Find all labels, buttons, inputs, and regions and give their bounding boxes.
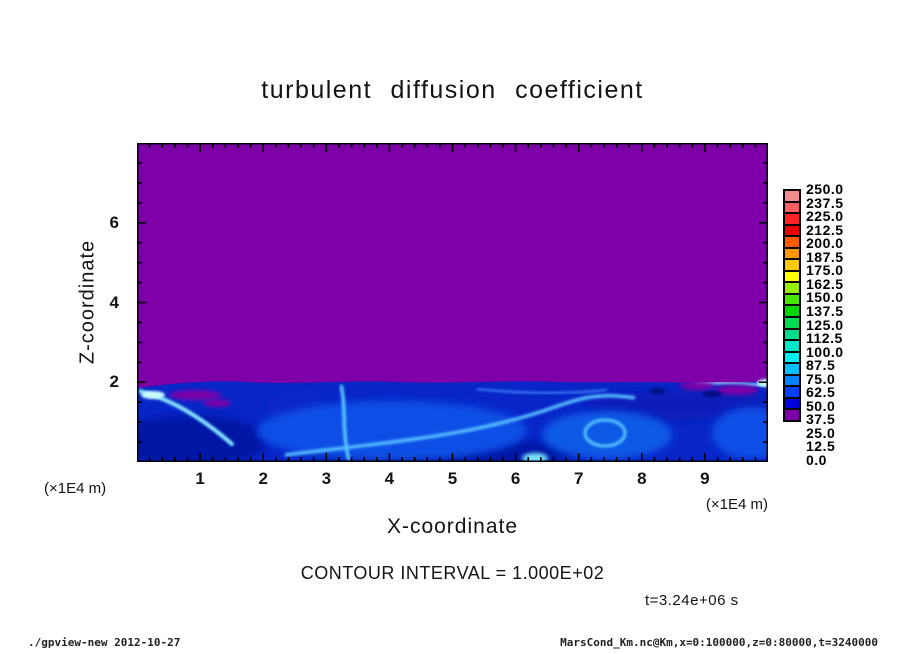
z-tick-label: 4: [109, 292, 119, 312]
x-tick-label: 4: [384, 469, 395, 488]
x-tick-label: 3: [321, 469, 332, 488]
colorbar-tick-label: 37.5: [806, 411, 836, 428]
z-axis-label: Z-coordinate: [76, 239, 99, 365]
footer-dataset-stamp: MarsCond_Km.nc@Km,x=0:100000,z=0:80000,t…: [560, 636, 878, 649]
x-axis-label: X-coordinate: [386, 515, 519, 538]
x-unit-label-left: (×1E4 m): [44, 480, 107, 497]
x-tick-label: 2: [258, 469, 268, 488]
colorbar-tick-label: 25.0: [806, 424, 836, 441]
colorbar-tick-label: 225.0: [806, 208, 844, 225]
colorbar-tick-label: 62.5: [806, 384, 836, 401]
footer-command-stamp: ./gpview-new 2012-10-27: [28, 636, 181, 649]
x-tick-label: 8: [637, 469, 647, 488]
z-tick-label: 6: [109, 212, 119, 232]
colorbar-tick-label: 12.5: [806, 438, 836, 455]
colorbar-tick-label: 75.0: [806, 370, 836, 387]
x-tick-label: 7: [573, 469, 584, 488]
colorbar-tick-label: 237.5: [806, 194, 844, 211]
x-tick-label: 9: [700, 469, 710, 488]
x-tick-label: 1: [195, 469, 205, 488]
colorbar: [783, 189, 801, 422]
colorbar-tick-label: 200.0: [806, 235, 844, 252]
colorbar-box: [783, 408, 801, 422]
colorbar-tick-label: 87.5: [806, 357, 836, 374]
heatmap-plot-area: [137, 143, 768, 462]
colorbar-tick-label: 0.0: [806, 452, 827, 468]
boundary-layer-band: [137, 379, 768, 462]
z-tick-label: 2: [109, 372, 119, 392]
colorbar-tick-label: 150.0: [806, 289, 844, 306]
time-annotation: t=3.24e+06 s: [645, 592, 739, 609]
colorbar-tick-label: 100.0: [806, 343, 844, 360]
contour-interval-note: CONTOUR INTERVAL = 1.000E+02: [300, 563, 605, 583]
colorbar-tick-label: 125.0: [806, 316, 844, 333]
colorbar-tick-label: 175.0: [806, 262, 844, 279]
colorbar-tick-label: 112.5: [806, 330, 843, 347]
chart-title: turbulent diffusion coefficient: [261, 76, 644, 104]
colorbar-tick-label: 162.5: [806, 275, 844, 292]
colorbar-tick-label: 137.5: [806, 302, 844, 319]
colorbar-tick-label: 212.5: [806, 221, 844, 238]
x-unit-label-right: (×1E4 m): [705, 496, 768, 513]
x-tick-label: 6: [510, 469, 521, 488]
x-tick-label: 5: [447, 469, 458, 488]
colorbar-tick-label: 187.5: [806, 248, 844, 265]
colorbar-tick-label: 50.0: [806, 397, 836, 414]
colorbar-tick-label: 250.0: [806, 181, 844, 197]
